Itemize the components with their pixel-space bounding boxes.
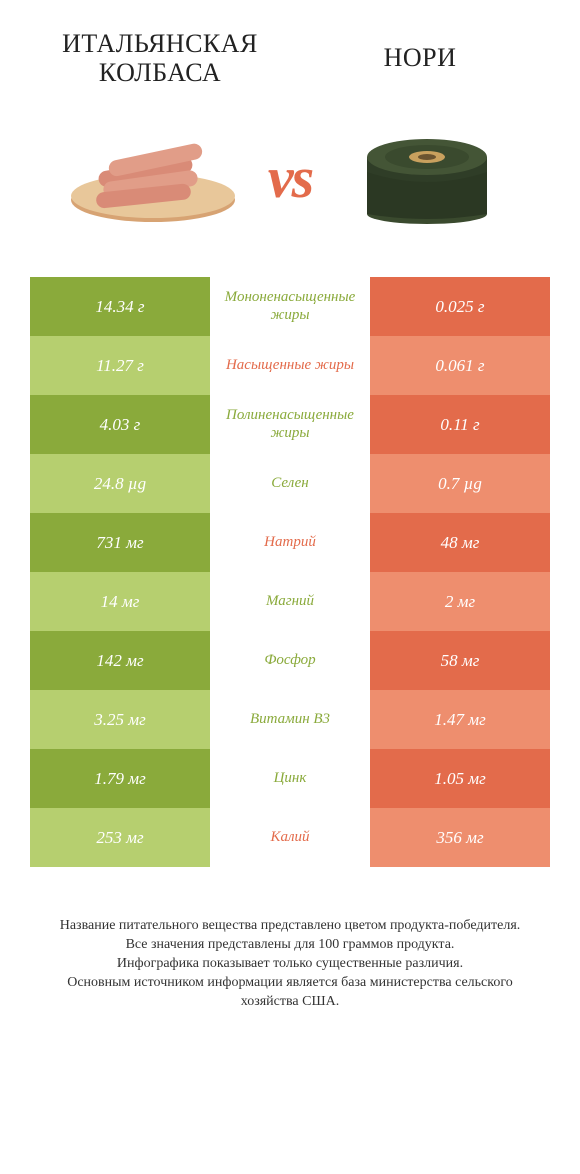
nutrient-label: Магний [210,572,370,631]
left-value: 14 мг [30,572,210,631]
left-value: 1.79 мг [30,749,210,808]
left-value: 3.25 мг [30,690,210,749]
table-row: 142 мгФосфор58 мг [30,631,550,690]
left-value: 142 мг [30,631,210,690]
nutrient-label: Селен [210,454,370,513]
nutrient-label: Фосфор [210,631,370,690]
table-row: 24.8 µgСелен0.7 µg [30,454,550,513]
nutrient-label: Витамин B3 [210,690,370,749]
footer-line-4: Основным источником информации является … [40,974,540,1012]
right-value: 0.7 µg [370,454,550,513]
table-row: 11.27 гНасыщенные жиры0.061 г [30,336,550,395]
table-row: 1.79 мгЦинк1.05 мг [30,749,550,808]
nutrient-label: Цинк [210,749,370,808]
right-value: 1.47 мг [370,690,550,749]
table-row: 14 мгМагний2 мг [30,572,550,631]
footer-line-3: Инфографика показывает только существенн… [40,955,540,974]
nutrient-label: Полиненасыщенные жиры [210,395,370,454]
nutrient-label: Насыщенные жиры [210,336,370,395]
right-product-image [342,117,512,237]
left-header: Итальянская колбаса [30,30,290,87]
footer-note: Название питательного вещества представл… [30,917,550,1011]
right-value: 58 мг [370,631,550,690]
nutrient-label: Мононенасыщенные жиры [210,277,370,336]
left-value: 14.34 г [30,277,210,336]
header-row: Итальянская колбаса Нори [30,30,550,87]
right-value: 1.05 мг [370,749,550,808]
right-header: Нори [290,30,550,87]
table-row: 4.03 гПолиненасыщенные жиры0.11 г [30,395,550,454]
nutrient-label: Натрий [210,513,370,572]
right-value: 48 мг [370,513,550,572]
left-value: 253 мг [30,808,210,867]
table-row: 731 мгНатрий48 мг [30,513,550,572]
left-value: 24.8 µg [30,454,210,513]
left-value: 11.27 г [30,336,210,395]
right-value: 0.061 г [370,336,550,395]
right-value: 356 мг [370,808,550,867]
nutrient-label: Калий [210,808,370,867]
left-value: 731 мг [30,513,210,572]
table-row: 3.25 мгВитамин B31.47 мг [30,690,550,749]
left-product-image [68,117,238,237]
vs-row: vs [30,117,550,237]
left-value: 4.03 г [30,395,210,454]
footer-line-2: Все значения представлены для 100 граммо… [40,936,540,955]
right-value: 0.11 г [370,395,550,454]
table-row: 253 мгКалий356 мг [30,808,550,867]
vs-label: vs [268,144,312,211]
left-product-title: Итальянская колбаса [30,30,290,87]
right-value: 0.025 г [370,277,550,336]
right-value: 2 мг [370,572,550,631]
nutrition-table: 14.34 гМононенасыщенные жиры0.025 г11.27… [30,277,550,867]
footer-line-1: Название питательного вещества представл… [40,917,540,936]
table-row: 14.34 гМононенасыщенные жиры0.025 г [30,277,550,336]
right-product-title: Нори [290,44,550,73]
